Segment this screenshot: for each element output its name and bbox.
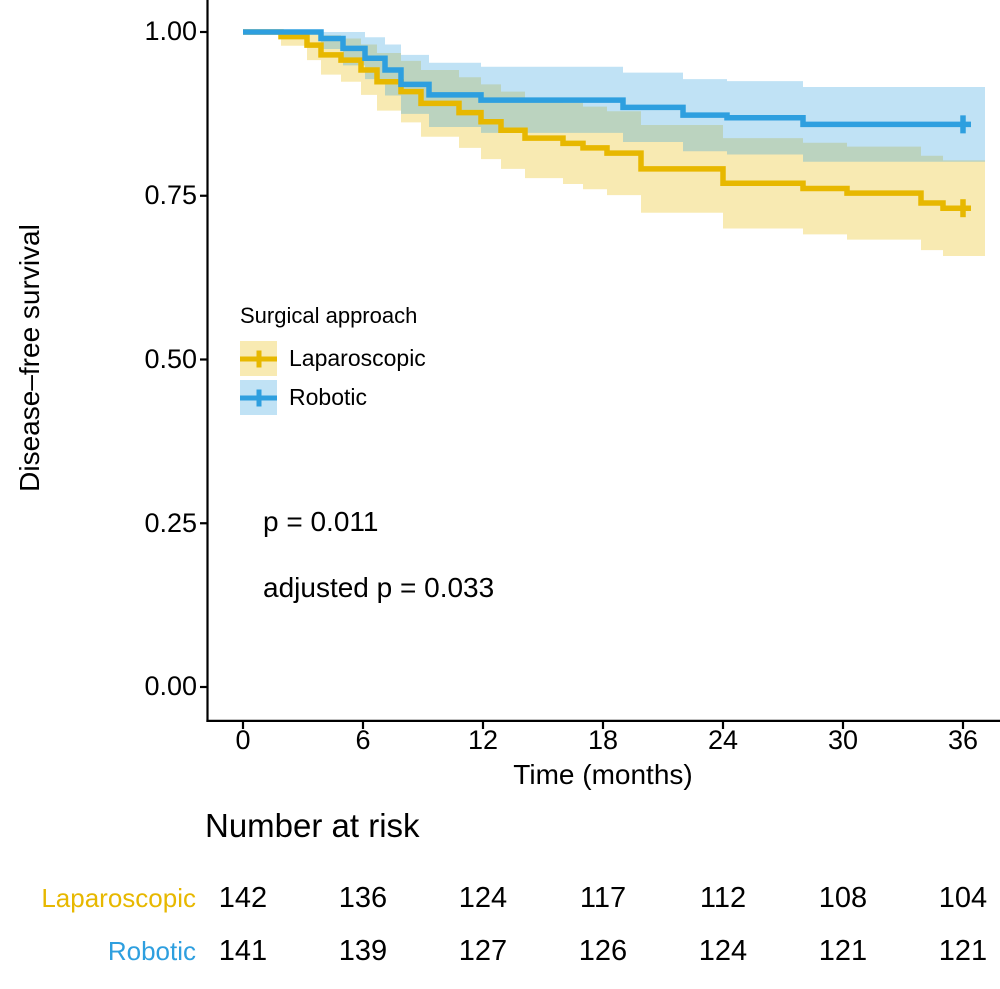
survival-curve	[243, 29, 971, 128]
legend-title: Surgical approach	[240, 303, 418, 328]
y-tick-label: 1.00	[144, 16, 197, 46]
x-tick-label: 30	[827, 725, 859, 755]
risk-count: 112	[699, 882, 747, 914]
confidence-band	[243, 32, 985, 162]
risk-count: 142	[218, 882, 268, 914]
confidence-bands	[243, 32, 985, 257]
adjusted-p-value-annotation: adjusted p = 0.033	[263, 572, 495, 603]
y-axis-title: Disease–free survival	[14, 224, 45, 492]
x-tick-label: 36	[947, 725, 979, 755]
legend-item-laparoscopic: Laparoscopic	[240, 341, 426, 376]
risk-count: 139	[338, 935, 388, 967]
axis-lines	[206, 0, 1000, 723]
y-tick-label: 0.75	[144, 180, 197, 210]
risk-row-label-robotic: Robotic	[107, 936, 196, 966]
x-axis-title: Time (months)	[513, 759, 693, 790]
x-tick-label: 6	[355, 725, 371, 755]
y-tick-label: 0.00	[144, 671, 197, 701]
risk-count: 136	[338, 882, 388, 914]
risk-table-title: Number at risk	[205, 807, 420, 844]
risk-count: 108	[818, 882, 868, 914]
risk-count: 121	[818, 935, 868, 967]
risk-row-label-laparoscopic: Laparoscopic	[41, 883, 196, 913]
x-tick-label: 0	[235, 725, 251, 755]
x-tick-label: 24	[707, 725, 739, 755]
risk-count: 117	[579, 882, 627, 914]
risk-count: 126	[578, 935, 628, 967]
risk-count: 124	[698, 935, 748, 967]
survival-curves	[243, 29, 971, 211]
risk-count: 124	[458, 882, 508, 914]
x-tick-label: 18	[587, 725, 619, 755]
risk-count: 104	[938, 882, 988, 914]
y-tick-label: 0.25	[144, 508, 197, 538]
x-tick-label: 12	[467, 725, 499, 755]
y-tick-label: 0.50	[144, 344, 197, 374]
legend-item-robotic: Robotic	[240, 380, 426, 415]
legend-label: Laparoscopic	[289, 345, 426, 371]
p-value-annotation: p = 0.011	[263, 506, 379, 537]
tick-marks	[200, 30, 965, 729]
legend: Surgical approach Laparoscopic Robotic	[240, 303, 426, 419]
km-plot-panel	[200, 0, 1000, 729]
censor-plus-icon	[256, 389, 261, 406]
legend-label: Robotic	[289, 384, 367, 410]
survival-curve	[243, 29, 971, 211]
risk-count: 127	[458, 935, 508, 967]
censor-plus-icon	[256, 350, 261, 367]
risk-count: 141	[218, 935, 268, 967]
risk-count: 121	[938, 935, 988, 967]
legend-key-robotic	[240, 380, 277, 415]
legend-key-laparoscopic	[240, 341, 277, 376]
